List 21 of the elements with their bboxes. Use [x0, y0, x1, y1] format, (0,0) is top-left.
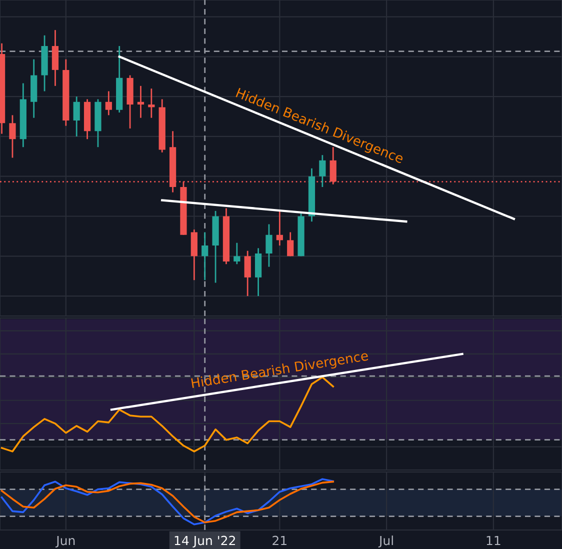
candlestick [202, 232, 208, 281]
annotation: Hidden Bearish Divergence [191, 350, 369, 391]
candlestick [276, 210, 283, 246]
candlestick [319, 154, 326, 188]
candlestick [105, 90, 112, 116]
candlestick [244, 250, 251, 297]
candlestick [137, 85, 144, 119]
x-tick-label: Jun [55, 536, 75, 548]
x-tick-label: Jul [378, 536, 393, 548]
x-tick-label: 21 [272, 536, 286, 546]
candlestick [266, 224, 272, 268]
x-tick-label: 14 Jun '22 [174, 536, 235, 548]
candlestick [148, 88, 155, 119]
candlestick [73, 96, 80, 138]
candlestick [287, 232, 294, 257]
candlestick [52, 29, 59, 87]
candlestick [254, 247, 262, 297]
candlestick [190, 228, 198, 281]
x-tick-label: 11 [486, 536, 500, 546]
candlestick [9, 114, 16, 158]
candlestick [234, 242, 240, 265]
